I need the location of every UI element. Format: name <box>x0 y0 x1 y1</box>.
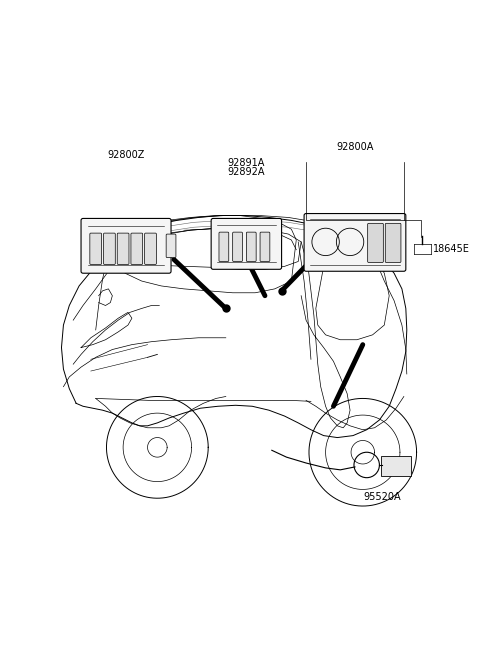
FancyBboxPatch shape <box>81 218 171 273</box>
FancyBboxPatch shape <box>385 223 401 262</box>
Text: 92800A: 92800A <box>336 142 373 152</box>
Text: 18645E: 18645E <box>433 244 470 254</box>
FancyBboxPatch shape <box>219 232 229 262</box>
FancyBboxPatch shape <box>90 233 102 264</box>
FancyBboxPatch shape <box>246 232 256 262</box>
FancyBboxPatch shape <box>144 233 156 264</box>
Text: 92891A: 92891A <box>228 157 265 167</box>
FancyBboxPatch shape <box>131 233 143 264</box>
Text: 92892A: 92892A <box>228 167 265 177</box>
FancyBboxPatch shape <box>166 234 176 258</box>
FancyBboxPatch shape <box>233 232 242 262</box>
FancyBboxPatch shape <box>211 218 282 270</box>
Text: 95520A: 95520A <box>363 493 401 502</box>
FancyBboxPatch shape <box>260 232 270 262</box>
Text: 92800Z: 92800Z <box>108 150 145 160</box>
FancyBboxPatch shape <box>368 223 384 262</box>
FancyBboxPatch shape <box>117 233 129 264</box>
FancyBboxPatch shape <box>104 233 115 264</box>
FancyBboxPatch shape <box>304 214 406 272</box>
FancyBboxPatch shape <box>382 456 411 476</box>
